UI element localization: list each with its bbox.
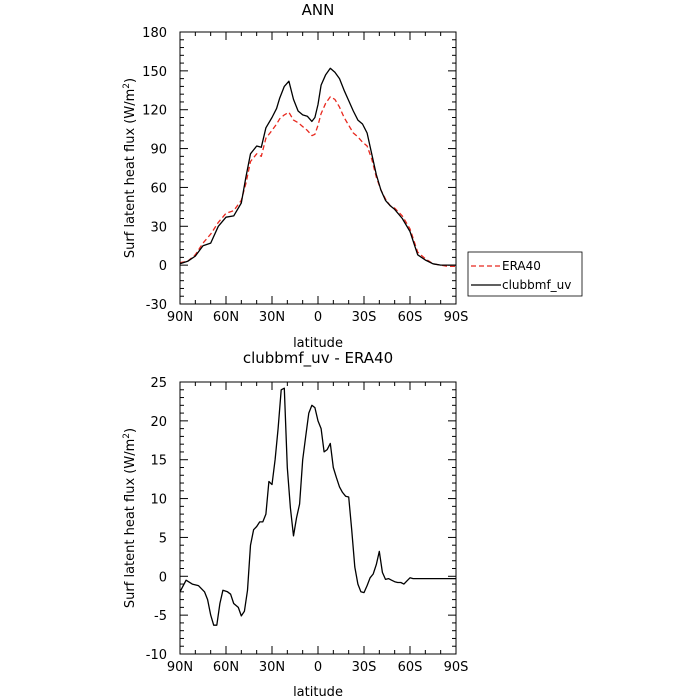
x-tick-label: 30N: [259, 310, 285, 325]
x-tick-label: 60S: [398, 310, 423, 325]
y-tick-label: 180: [142, 26, 167, 41]
x-tick-label: 0: [314, 310, 322, 325]
top-panel-frame: [179, 31, 457, 305]
y-tick-label: 90: [150, 143, 167, 158]
y-tick-label: 0: [159, 570, 167, 585]
x-tick-label: 90N: [167, 660, 193, 675]
bottom-panel-ticks: 90N 60N 30N 0 30S 60S 90S -10 -5 0 5 10 15 20 25: [146, 376, 469, 675]
top-panel-ylabel-end: ): [123, 78, 138, 83]
top-panel-ylabel-sup: 2: [122, 83, 132, 89]
x-tick-label: 60N: [213, 310, 239, 325]
y-tick-label: -5: [154, 609, 167, 624]
top-panel-series: [179, 67, 456, 268]
x-tick-label: 90N: [167, 310, 193, 325]
y-tick-label: 60: [150, 181, 167, 196]
series-line-clubbmf-uv: [179, 67, 456, 266]
top-panel: ANN latitude Surf latent heat flux (W/m2…: [122, 1, 583, 351]
series-line-era40: [179, 96, 456, 268]
bottom-panel-ylabel-main: Surf latent heat flux (W/m: [123, 439, 138, 608]
x-tick-label: 90S: [444, 310, 469, 325]
bottom-panel-frame: [179, 381, 457, 655]
x-tick-label: 60S: [398, 660, 423, 675]
legend-label-clubbmf: clubbmf_uv: [502, 278, 571, 292]
x-tick-label: 30S: [352, 310, 377, 325]
bottom-panel-ylabel-end: ): [123, 428, 138, 433]
y-tick-label: -30: [146, 298, 167, 313]
x-tick-label: 30S: [352, 660, 377, 675]
top-panel-xlabel: latitude: [293, 336, 343, 351]
bottom-panel-xlabel: latitude: [293, 685, 343, 700]
series-line-difference: [179, 387, 456, 626]
legend-label-era40: ERA40: [502, 259, 541, 273]
y-tick-label: -10: [146, 648, 167, 663]
top-panel-ticks: 90N 60N 30N 0 30S 60S 90S -30 0 30 60 90 120 150 180: [142, 26, 468, 325]
legend: ERA40 clubbmf_uv: [467, 251, 583, 297]
y-tick-label: 0: [159, 259, 167, 274]
bottom-panel-ylabel: Surf latent heat flux (W/m2): [122, 428, 138, 608]
bottom-panel: clubbmf_uv - ERA40 latitude Surf latent …: [122, 349, 468, 700]
y-tick-label: 10: [150, 493, 167, 508]
y-tick-label: 150: [142, 65, 167, 80]
y-tick-label: 15: [150, 454, 167, 469]
legend-box: [467, 251, 583, 297]
x-tick-label: 0: [314, 660, 322, 675]
x-tick-label: 60N: [213, 660, 239, 675]
bottom-panel-ylabel-sup: 2: [122, 433, 132, 439]
bottom-panel-title: clubbmf_uv - ERA40: [243, 349, 393, 368]
y-tick-label: 20: [150, 415, 167, 430]
y-tick-label: 30: [150, 220, 167, 235]
y-tick-label: 25: [150, 376, 167, 391]
top-panel-ylabel-main: Surf latent heat flux (W/m: [123, 89, 138, 258]
top-panel-title: ANN: [302, 1, 335, 19]
bottom-panel-series: [179, 387, 456, 626]
x-tick-label: 90S: [444, 660, 469, 675]
x-tick-label: 30N: [259, 660, 285, 675]
y-tick-label: 5: [159, 531, 167, 546]
y-tick-label: 120: [142, 104, 167, 119]
top-panel-ylabel: Surf latent heat flux (W/m2): [122, 78, 138, 258]
